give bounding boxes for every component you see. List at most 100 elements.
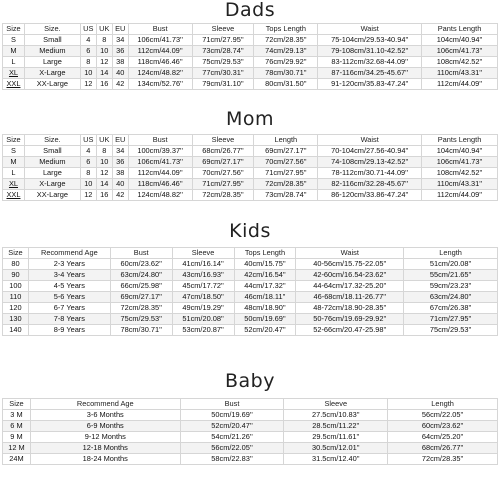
dads-size-table: Size Size. US UK EU Bust Sleeve Tops Length Wais… [2, 23, 498, 90]
column-header: Size [2, 23, 25, 35]
column-header: US [79, 134, 97, 146]
column-header: UK [95, 134, 113, 146]
mom-heading: Mom [225, 108, 275, 130]
column-header: Tops Length [253, 23, 319, 35]
table-cell: 110cm/43.31'' [421, 67, 498, 79]
baby-heading: Baby [225, 370, 275, 392]
table-cell: 38 [111, 56, 129, 68]
table-row: 120 6-7 Years 72cm/28.35'' 49cm/19.29'' 48cm… [2, 302, 498, 314]
table-cell: 90 [2, 269, 29, 281]
table-cell: 52cm/20.47'' [179, 420, 285, 432]
table-cell: 9 M [2, 431, 31, 443]
table-cell: 124cm/48.82'' [127, 67, 193, 79]
table-cell: 12 [79, 189, 97, 201]
table-cell: 50cm/19.69'' [179, 409, 285, 421]
table-row: XXL XX-Large 12 16 42 134cm/52.76'' 79cm/31.10… [2, 78, 498, 90]
table-cell: 30.5cm/12.01'' [283, 442, 389, 454]
table-cell: 8 [79, 167, 97, 179]
table-cell: Medium [23, 45, 81, 57]
column-header: Bust [179, 398, 285, 410]
table-cell: 16 [95, 78, 113, 90]
table-cell: 36 [111, 156, 129, 168]
table-header-row: Size Recommend Age Bust Sleeve Tops Length Wa… [2, 247, 498, 259]
table-row: 24M 18-24 Months 58cm/22.83'' 31.5cm/12.40'… [2, 453, 498, 465]
table-cell: 48cm/18.90'' [233, 302, 297, 314]
table-cell: 52-66cm/20.47-25.98'' [295, 324, 405, 336]
table-cell: 41cm/16.14'' [171, 258, 235, 270]
table-cell: 12-18 Months [29, 442, 181, 454]
table-cell: 56cm/22.05'' [179, 442, 285, 454]
table-cell: 4 [79, 34, 97, 46]
table-cell: 40 [111, 67, 129, 79]
table-cell: 6-9 Months [29, 420, 181, 432]
table-cell: 16 [95, 189, 113, 201]
table-cell: 8-9 Years [27, 324, 111, 336]
table-cell: 100 [2, 280, 29, 292]
table-cell: L [2, 56, 25, 68]
column-header: Length [253, 134, 319, 146]
table-row: M Medium 6 10 36 106cm/41.73'' 69cm/27.17'' 70c… [2, 156, 498, 168]
table-cell: 104cm/40.94'' [421, 145, 498, 157]
table-cell: 64cm/25.20'' [387, 431, 498, 443]
table-cell: 124cm/48.82'' [127, 189, 193, 201]
table-cell: 78cm/30.71'' [109, 324, 173, 336]
table-cell: 75cm/29.53'' [403, 324, 498, 336]
table-row: L Large 8 12 38 112cm/44.09'' 70cm/27.56'' 71cm… [2, 167, 498, 179]
column-header: Sleeve [283, 398, 389, 410]
table-cell: 3 M [2, 409, 31, 421]
table-cell: 24M [2, 453, 31, 465]
table-cell: 72cm/28.35'' [191, 189, 255, 201]
table-cell: 44cm/17.32'' [233, 280, 297, 292]
table-cell: 71cm/27.95'' [403, 313, 498, 325]
table-cell: 112cm/44.09'' [421, 78, 498, 90]
column-header: Size [2, 398, 31, 410]
table-cell: 134cm/52.76'' [127, 78, 193, 90]
table-cell: 69cm/27.17'' [109, 291, 173, 303]
table-row: 9 M 9-12 Months 54cm/21.26'' 29.5cm/11.61''… [2, 431, 498, 443]
table-cell: 12 M [2, 442, 31, 454]
table-cell: 104cm/40.94'' [421, 34, 498, 46]
table-cell: 36 [111, 45, 129, 57]
table-cell: Large [23, 56, 81, 68]
table-cell: 6 M [2, 420, 31, 432]
table-row: S Small 4 8 34 100cm/39.37'' 68cm/26.77'' 69cm/… [2, 145, 498, 157]
table-cell: 67cm/26.38'' [403, 302, 498, 314]
table-row: 100 4-5 Years 66cm/25.98'' 45cm/17.72'' 44cm… [2, 280, 498, 292]
table-cell: 29.5cm/11.61'' [283, 431, 389, 443]
table-cell: 75cm/29.53'' [109, 313, 173, 325]
column-header: Pants Length [421, 134, 498, 146]
table-row: 110 5-6 Years 69cm/27.17'' 47cm/18.50'' 46cm… [2, 291, 498, 303]
column-header: US [79, 23, 97, 35]
table-cell: 14 [95, 178, 113, 190]
table-cell: 72cm/28.35'' [253, 178, 319, 190]
kids-heading: Kids [229, 220, 271, 242]
table-cell: 6 [79, 45, 97, 57]
dads-heading: Dads [224, 0, 276, 21]
table-cell: 10 [79, 67, 97, 79]
baby-size-table: Size Recommend Age Bust Sleeve Length 3 M 3-6 … [2, 398, 498, 465]
table-cell: 7-8 Years [27, 313, 111, 325]
table-cell: 42 [111, 78, 129, 90]
table-cell: 112cm/44.09'' [127, 167, 193, 179]
table-cell: 60cm/23.62'' [387, 420, 498, 432]
table-cell: 73cm/28.74'' [253, 189, 319, 201]
table-cell: 63cm/24.80'' [109, 269, 173, 281]
mom-size-table: Size Size. US UK EU Bust Sleeve Length Waist Pant… [2, 134, 498, 201]
table-cell: 87-116cm/34.25-45.67'' [317, 67, 423, 79]
table-cell: 50cm/19.69'' [233, 313, 297, 325]
table-cell: 110cm/43.31'' [421, 178, 498, 190]
table-row: L Large 8 12 38 118cm/46.46'' 75cm/29.53'' 76cm… [2, 56, 498, 68]
table-cell: 63cm/24.80'' [403, 291, 498, 303]
table-cell: 74cm/29.13'' [253, 45, 319, 57]
table-cell: 9-12 Months [29, 431, 181, 443]
table-cell: 42 [111, 189, 129, 201]
column-header: Recommend Age [29, 398, 181, 410]
table-cell: 55cm/21.65'' [403, 269, 498, 281]
table-cell: XXL [2, 189, 25, 201]
table-cell: 53cm/20.87'' [171, 324, 235, 336]
table-cell: 71cm/27.95'' [191, 178, 255, 190]
table-cell: 76cm/29.92'' [253, 56, 319, 68]
table-cell: 72cm/28.35'' [253, 34, 319, 46]
table-cell: 75-104cm/29.53-40.94'' [317, 34, 423, 46]
table-cell: 60cm/23.62'' [109, 258, 173, 270]
